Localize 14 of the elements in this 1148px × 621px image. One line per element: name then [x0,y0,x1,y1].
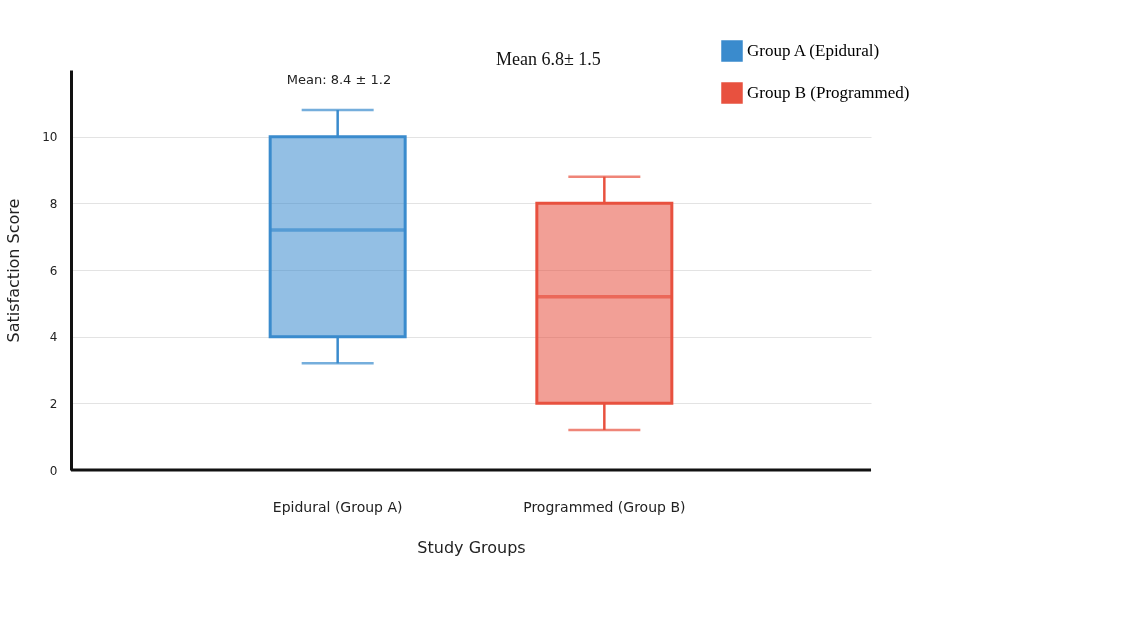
legend-label: Group B (Programmed) [747,83,910,102]
y-tick-label: 4 [49,330,58,345]
y-tick-label: 10 [42,130,58,145]
text: Mean 6.8± 1.5 [496,49,601,69]
y-axis-title: Satisfaction Score [4,198,24,343]
x-tick-label: Programmed (Group B) [523,498,686,515]
y-tick-label: 8 [49,196,58,211]
legend-label: Group A (Epidural) [747,41,880,60]
x-axis-title: Study Groups [417,537,526,557]
y-tick-label: 6 [49,263,58,278]
x-tick-label: Epidural (Group A) [272,498,403,515]
annotation: Mean: 8.4 ± 1.2 [286,72,392,87]
y-tick-label: 2 [49,396,58,411]
y-tick-label: 0 [49,463,58,478]
